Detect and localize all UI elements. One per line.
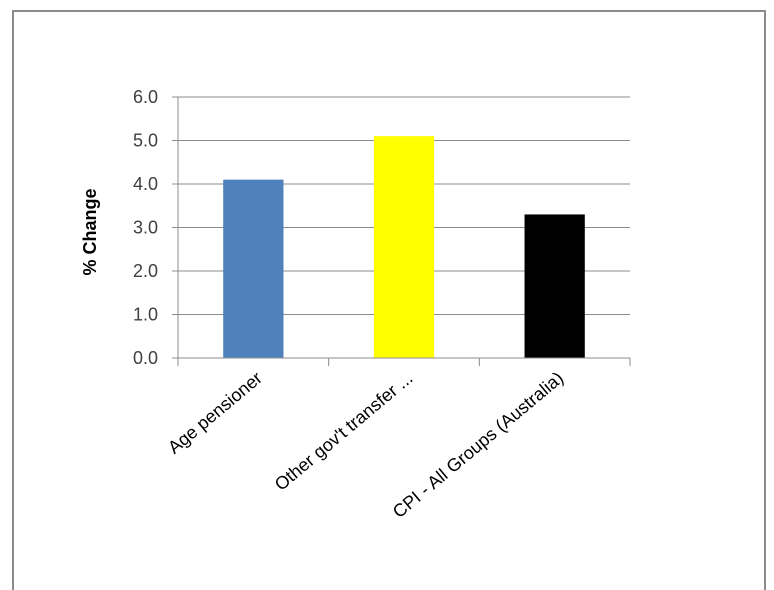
y-tick-label: 3.0: [133, 218, 158, 238]
x-category-label: CPI - All Groups (Australia): [389, 368, 567, 522]
x-category-label: Age pensioner: [164, 368, 266, 458]
bar-chart: 0.0 1.0 2.0 3.0 4.0 5.0 6.0 Age pensioner Other…: [80, 87, 631, 522]
y-axis-title: % Change: [80, 188, 100, 275]
axes: [172, 96, 631, 366]
y-tick-label: 4.0: [133, 174, 158, 194]
bar-1: [373, 136, 435, 358]
y-tick-label: 2.0: [133, 261, 158, 281]
bar-0: [223, 179, 284, 358]
y-tick-label: 5.0: [133, 131, 158, 151]
y-tick-labels: 0.0 1.0 2.0 3.0 4.0 5.0 6.0: [133, 87, 158, 368]
y-tick-label: 6.0: [133, 87, 158, 107]
y-tick-label: 0.0: [133, 348, 158, 368]
x-category-label: Other gov't transfer ...: [271, 368, 417, 495]
x-category-labels: Age pensioner Other gov't transfer ...CPI…: [164, 368, 567, 522]
y-tick-label: 1.0: [133, 305, 158, 325]
bars: [223, 136, 585, 358]
bar-2: [524, 214, 585, 358]
